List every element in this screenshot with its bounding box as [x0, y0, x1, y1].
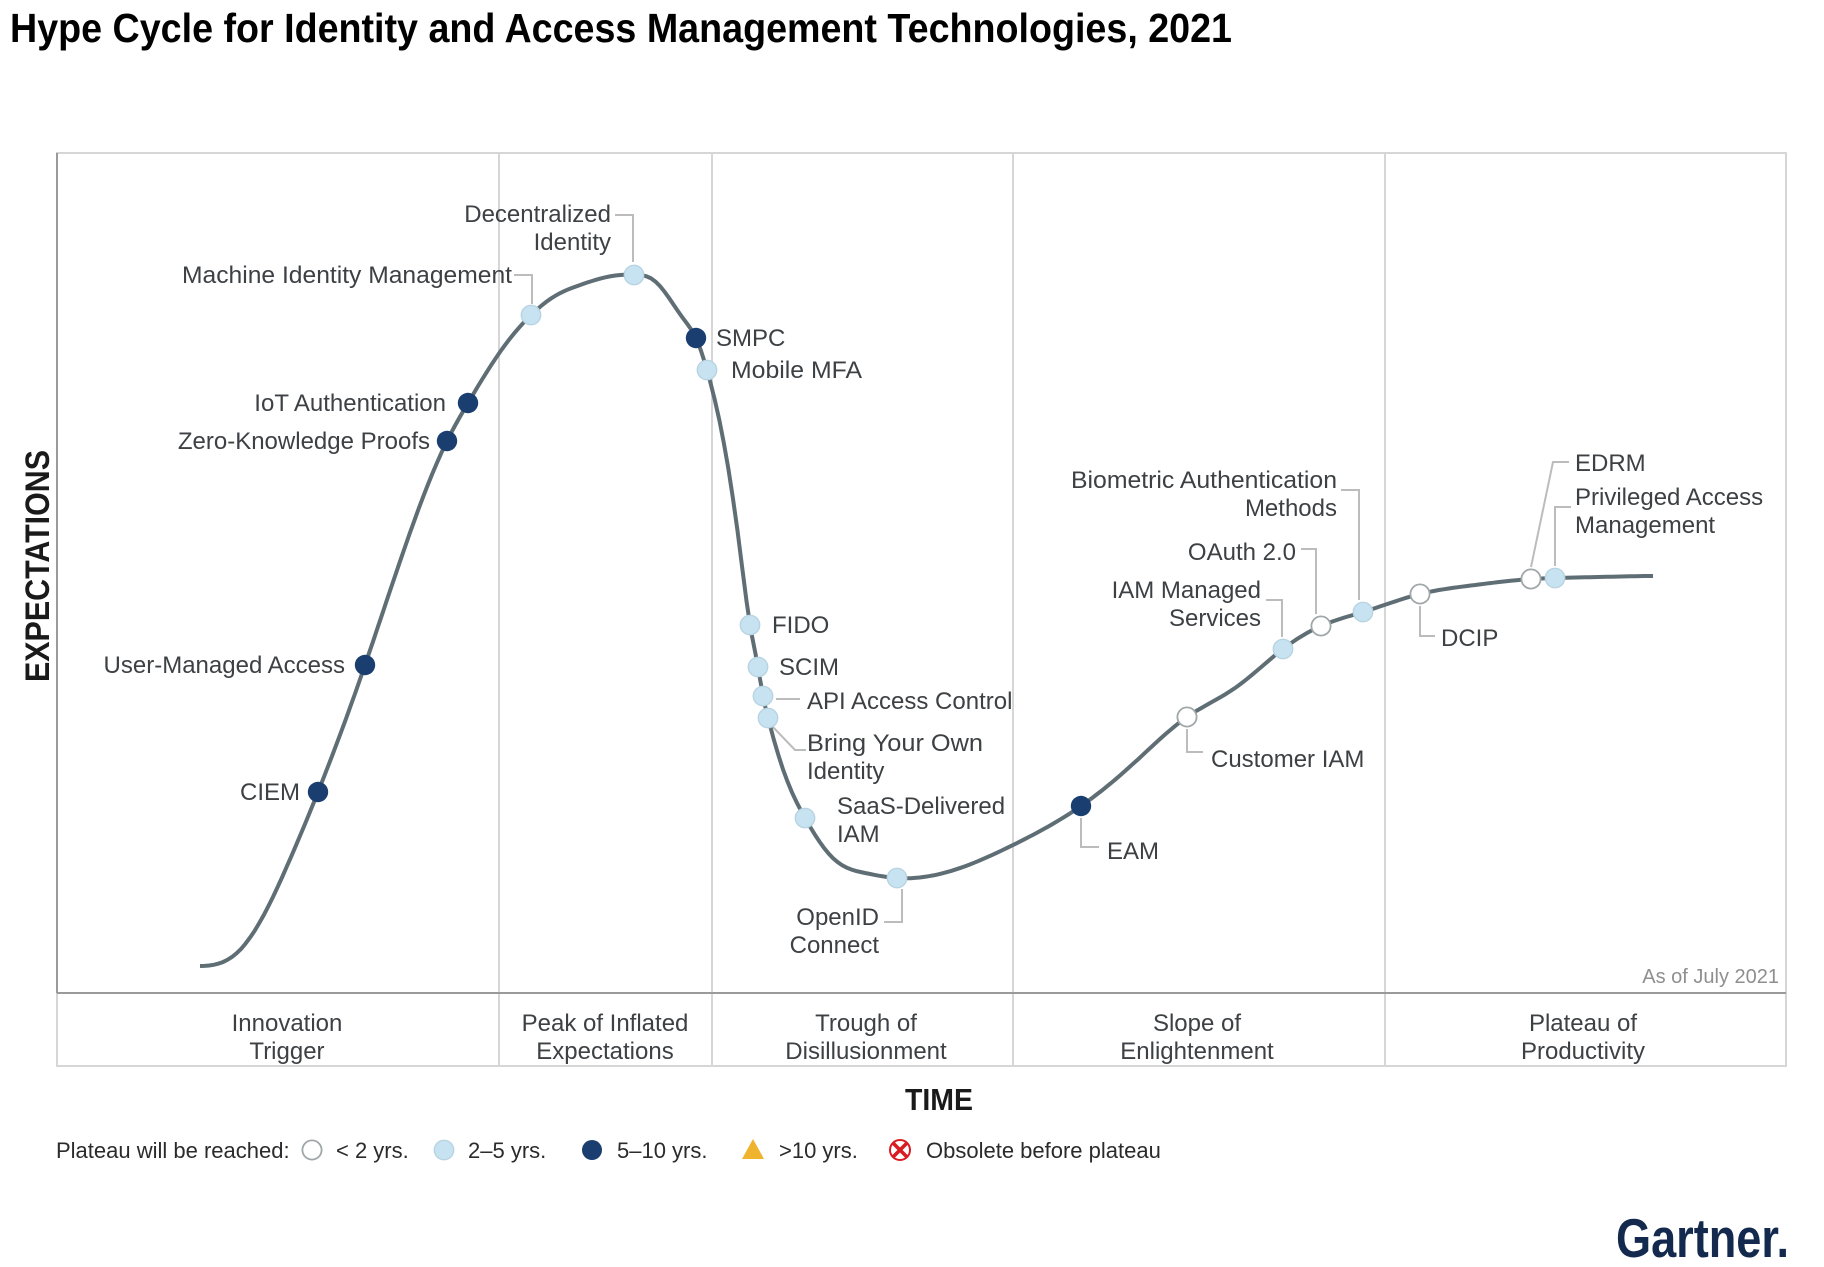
svg-text:Hype Cycle for Identity and Ac: Hype Cycle for Identity and Access Manag… [10, 5, 1232, 51]
svg-text:OpenID: OpenID [796, 904, 879, 931]
svg-text:EAM: EAM [1107, 838, 1159, 865]
svg-text:TIME: TIME [905, 1082, 973, 1117]
svg-text:Management: Management [1575, 512, 1715, 539]
svg-text:Decentralized: Decentralized [464, 201, 611, 228]
svg-text:Identity: Identity [807, 758, 884, 785]
svg-text:Biometric Authentication: Biometric Authentication [1071, 467, 1337, 494]
svg-text:>10 yrs.: >10 yrs. [779, 1138, 858, 1163]
svg-text:API Access Control: API Access Control [807, 688, 1012, 715]
svg-text:DCIP: DCIP [1441, 625, 1498, 652]
svg-text:Connect: Connect [790, 932, 880, 959]
svg-text:EXPECTATIONS: EXPECTATIONS [19, 450, 57, 682]
svg-text:SaaS-Delivered: SaaS-Delivered [837, 793, 1005, 820]
svg-text:OAuth 2.0: OAuth 2.0 [1188, 539, 1296, 566]
svg-text:SMPC: SMPC [716, 325, 785, 352]
svg-text:IAM Managed: IAM Managed [1112, 577, 1261, 604]
svg-text:Plateau will be reached:: Plateau will be reached: [56, 1138, 290, 1163]
svg-text:2–5 yrs.: 2–5 yrs. [468, 1138, 546, 1163]
svg-text:Bring Your Own: Bring Your Own [807, 730, 983, 757]
svg-text:Peak of Inflated: Peak of Inflated [522, 1010, 689, 1037]
svg-text:FIDO: FIDO [772, 612, 829, 639]
svg-text:Disillusionment: Disillusionment [785, 1038, 947, 1065]
svg-text:IoT Authentication: IoT Authentication [254, 390, 446, 417]
svg-text:Plateau of: Plateau of [1529, 1010, 1637, 1037]
svg-text:Innovation: Innovation [232, 1010, 343, 1037]
svg-text:Services: Services [1169, 605, 1261, 632]
svg-text:Zero-Knowledge Proofs: Zero-Knowledge Proofs [178, 428, 430, 455]
svg-text:5–10 yrs.: 5–10 yrs. [617, 1138, 708, 1163]
svg-text:Gartner.: Gartner. [1616, 1207, 1789, 1262]
svg-text:EDRM: EDRM [1575, 450, 1646, 477]
svg-text:Identity: Identity [534, 229, 611, 256]
svg-text:CIEM: CIEM [240, 779, 300, 806]
svg-text:SCIM: SCIM [779, 654, 839, 681]
svg-text:Expectations: Expectations [536, 1038, 673, 1065]
svg-text:Trough of: Trough of [815, 1010, 917, 1037]
svg-text:Mobile MFA: Mobile MFA [731, 357, 862, 384]
svg-text:Machine Identity Management: Machine Identity Management [182, 262, 512, 289]
svg-text:Methods: Methods [1245, 495, 1337, 522]
svg-text:Enlightenment: Enlightenment [1120, 1038, 1274, 1065]
svg-text:Customer IAM: Customer IAM [1211, 746, 1364, 773]
svg-text:Trigger: Trigger [249, 1038, 324, 1065]
svg-text:< 2 yrs.: < 2 yrs. [336, 1138, 409, 1163]
svg-text:Obsolete before plateau: Obsolete before plateau [926, 1138, 1161, 1163]
svg-text:Slope of: Slope of [1153, 1010, 1241, 1037]
svg-text:IAM: IAM [837, 821, 880, 848]
svg-text:As of July 2021: As of July 2021 [1642, 966, 1779, 988]
svg-text:User-Managed Access: User-Managed Access [104, 652, 345, 679]
svg-text:Privileged Access: Privileged Access [1575, 484, 1763, 511]
svg-text:Productivity: Productivity [1521, 1038, 1645, 1065]
